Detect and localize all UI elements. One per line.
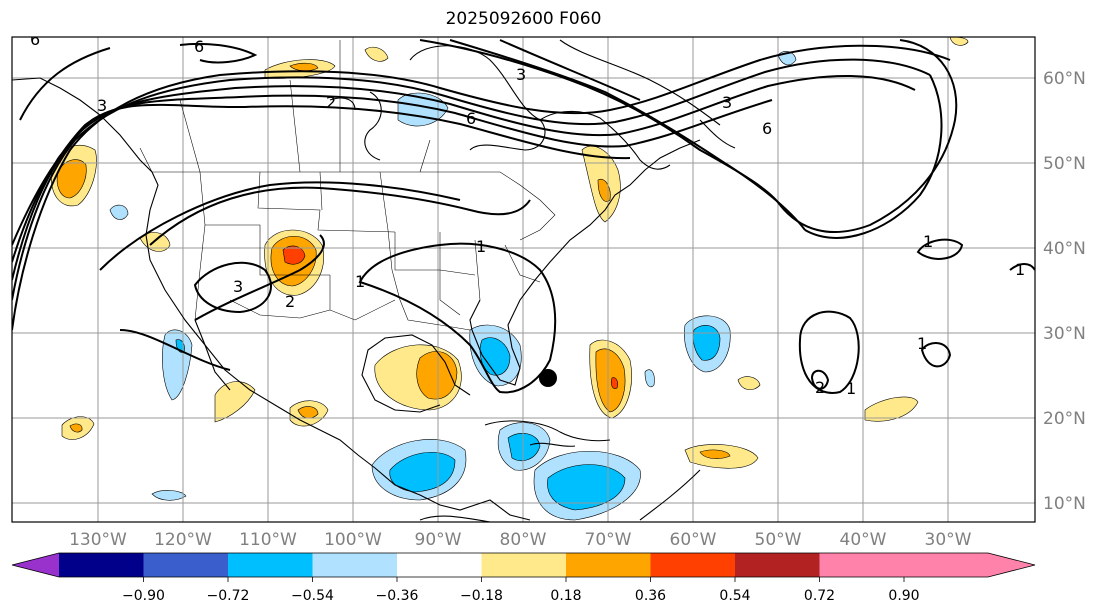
colorbar-segment: [59, 553, 144, 577]
contour-label: 2: [285, 292, 295, 311]
lat-label: 20°N: [1043, 409, 1086, 429]
contour-label: 1: [476, 237, 486, 256]
contour-label: 6: [762, 119, 772, 138]
colorbar-tick-label: 0.54: [719, 588, 750, 604]
latitude-labels: 60°N 50°N 40°N 30°N 20°N 10°N: [1043, 69, 1086, 514]
colorbar-extend-low: [12, 553, 59, 577]
colorbar-segment: [228, 553, 313, 577]
contour-label: 3: [516, 65, 526, 84]
contour-label: 3: [722, 93, 732, 112]
colorbar: −0.90 −0.72 −0.54 −0.36 −0.18 0.18 0.36 …: [11, 552, 1036, 604]
colorbar-segment: [735, 553, 820, 577]
contour-label: 1: [923, 232, 933, 251]
lon-label: 60°W: [670, 530, 717, 550]
colorbar-segment: [312, 553, 397, 577]
lon-label: 70°W: [585, 530, 632, 550]
contour-label: 1: [846, 379, 856, 398]
colorbar-tick-label: 0.36: [635, 588, 666, 604]
contour-label: 1: [1015, 260, 1025, 279]
lon-label: 100°W: [324, 530, 382, 550]
colorbar-segment: [566, 553, 651, 577]
colorbar-tick-label: −0.18: [460, 588, 503, 604]
contour-label: 1: [355, 272, 365, 291]
contour-label: 6: [194, 37, 204, 56]
contour-label: 3: [233, 277, 243, 296]
colorbar-tick-label: 0.90: [888, 588, 919, 604]
contour-labels: 6 3 6 6 3 3 2 1 2 1 3 6 1 1 2 1 1: [30, 30, 1025, 398]
lon-label: 80°W: [500, 530, 547, 550]
colorbar-segment: [819, 553, 904, 577]
political-borders: [139, 40, 556, 331]
graticule: [12, 37, 1035, 522]
colorbar-extend-high: [904, 553, 1035, 577]
contour-label: 6: [30, 30, 40, 49]
colorbar-tick-label: −0.72: [207, 588, 250, 604]
contour-label: 1: [917, 334, 927, 353]
map-panel: 6 3 6 6 3 3 2 1 2 1 3 6 1 1 2 1 1: [12, 30, 1035, 522]
colorbar-tick-label: −0.36: [376, 588, 419, 604]
colorbar-tick-label: 0.72: [804, 588, 835, 604]
colorbar-segment: [397, 553, 482, 577]
contour-label: 2: [815, 378, 825, 397]
lat-label: 60°N: [1043, 69, 1086, 89]
longitude-labels: 130°W 120°W 110°W 100°W 90°W 80°W 70°W 6…: [69, 530, 972, 550]
colorbar-tick-label: −0.54: [291, 588, 334, 604]
lon-label: 40°W: [840, 530, 887, 550]
colorbar-segment: [481, 553, 566, 577]
lon-label: 120°W: [154, 530, 212, 550]
colorbar-segment: [650, 553, 735, 577]
lat-label: 50°N: [1043, 154, 1086, 174]
contour-label: 2: [326, 93, 336, 112]
contour-label: 6: [466, 109, 476, 128]
lat-label: 40°N: [1043, 239, 1086, 259]
colorbar-tick-label: −0.90: [122, 588, 165, 604]
lon-label: 30°W: [925, 530, 972, 550]
colorbar-tick-label: 0.18: [550, 588, 581, 604]
lon-label: 110°W: [239, 530, 297, 550]
colorbar-segment: [143, 553, 228, 577]
contour-label: 3: [97, 96, 107, 115]
lon-label: 90°W: [415, 530, 462, 550]
map-frame: [11, 36, 1036, 523]
contour-lines: [12, 39, 1035, 394]
map-title: 2025092600 F060: [445, 9, 602, 29]
storm-center-dot: [539, 369, 557, 387]
lat-label: 10°N: [1043, 494, 1086, 514]
lat-label: 30°N: [1043, 324, 1086, 344]
lon-label: 50°W: [755, 530, 802, 550]
lon-label: 130°W: [69, 530, 127, 550]
